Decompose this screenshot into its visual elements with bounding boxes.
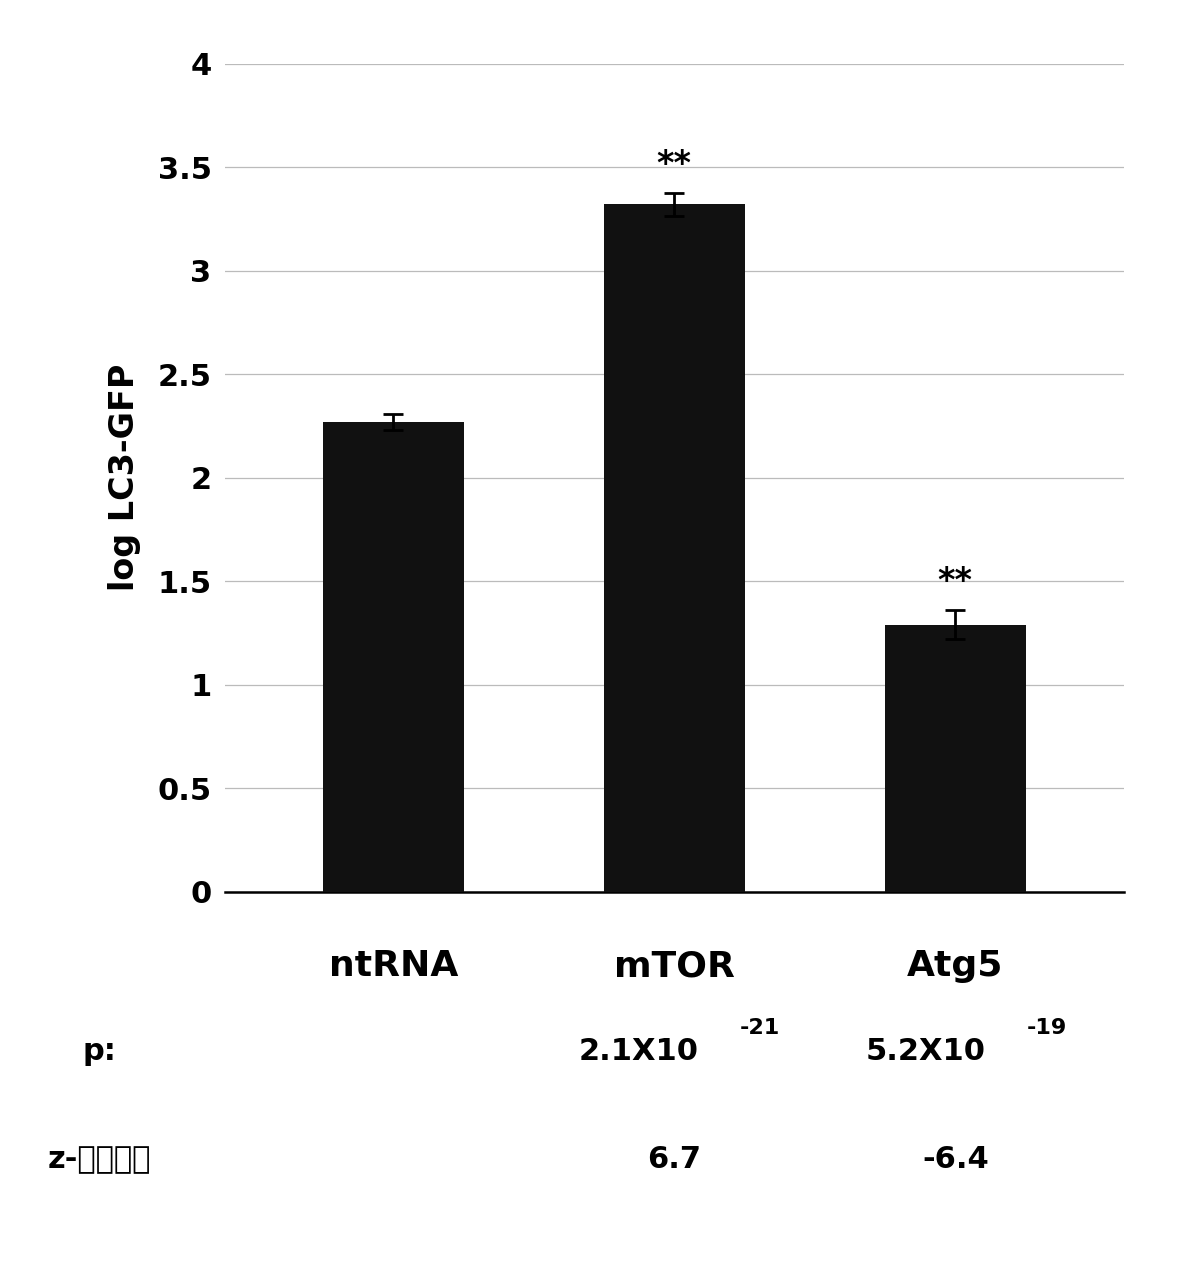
Text: z-比分数：: z-比分数： <box>47 1145 150 1173</box>
Text: **: ** <box>938 564 972 598</box>
Text: -19: -19 <box>1027 1018 1067 1038</box>
Text: Atg5: Atg5 <box>907 949 1003 984</box>
Text: p:: p: <box>83 1037 117 1065</box>
Bar <box>323 422 464 892</box>
Bar <box>885 624 1026 892</box>
Text: ntRNA: ntRNA <box>329 949 458 984</box>
Y-axis label: log LC3-GFP: log LC3-GFP <box>108 364 141 591</box>
Text: 6.7: 6.7 <box>647 1145 702 1173</box>
Text: 2.1X10: 2.1X10 <box>578 1037 699 1065</box>
Text: 5.2X10: 5.2X10 <box>866 1037 985 1065</box>
Text: **: ** <box>657 148 692 181</box>
Text: -6.4: -6.4 <box>922 1145 989 1173</box>
Text: -21: -21 <box>739 1018 780 1038</box>
Bar <box>605 204 744 892</box>
Text: mTOR: mTOR <box>614 949 735 984</box>
